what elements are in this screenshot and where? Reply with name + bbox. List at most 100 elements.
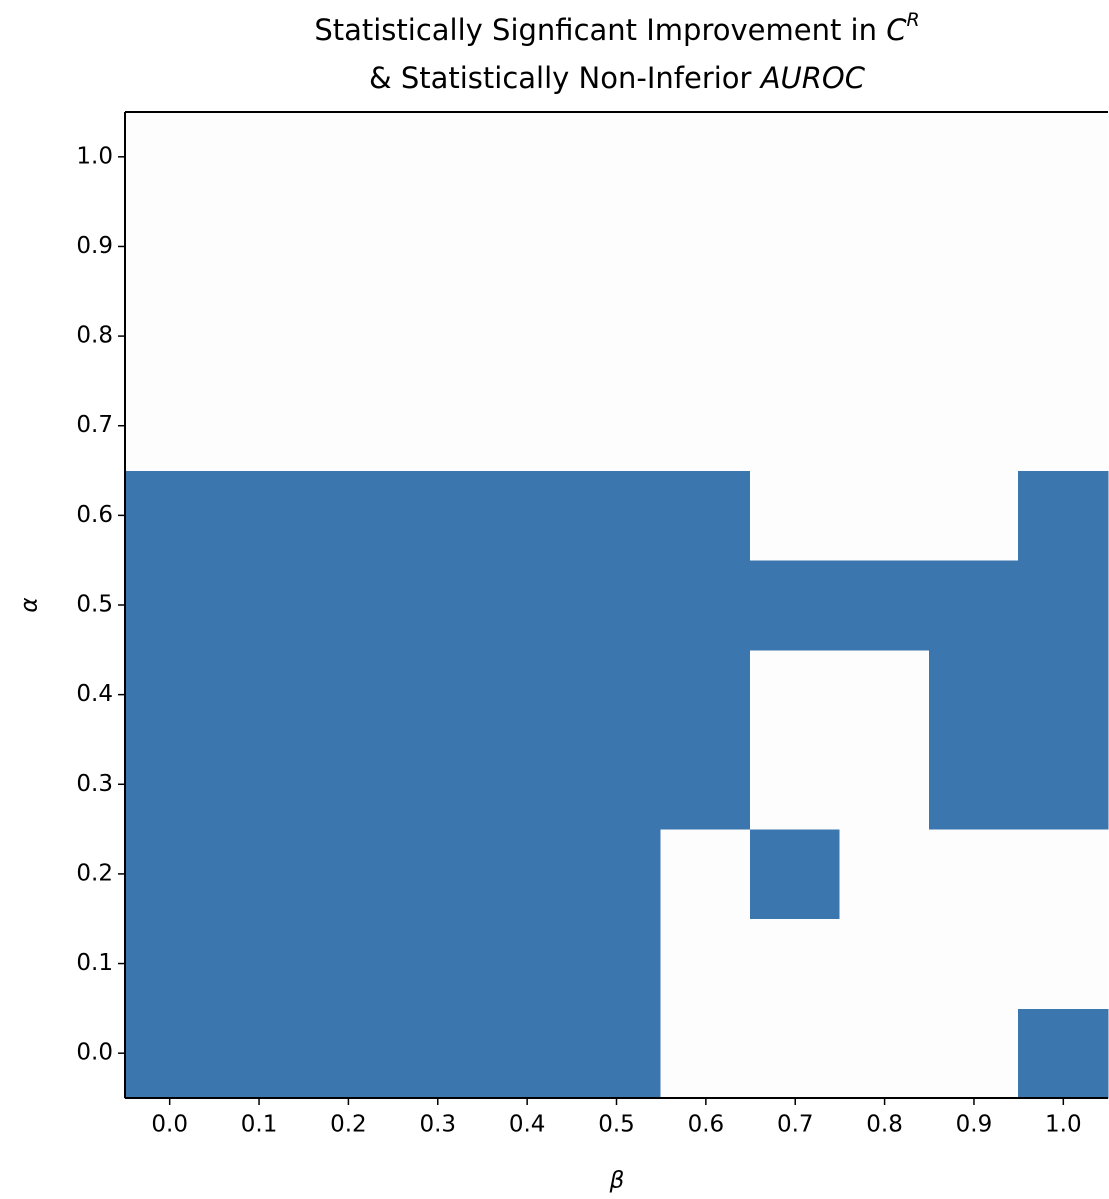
heatmap-cell: [750, 738, 841, 830]
heatmap-cell: [213, 828, 305, 920]
heatmap-cell: [392, 111, 483, 203]
heatmap-cell: [481, 380, 573, 472]
heatmap-cell: [1018, 828, 1109, 920]
heatmap-cell: [303, 828, 394, 920]
heatmap-cell: [928, 111, 1020, 203]
x-tick-label: 0.0: [151, 1112, 188, 1138]
heatmap-cell: [124, 380, 215, 472]
y-tick-label: 0.0: [76, 1040, 113, 1066]
heatmap-cell: [928, 649, 1020, 740]
heatmap-cell: [481, 559, 573, 651]
heatmap-cell: [124, 559, 215, 651]
y-axis-label: α: [17, 597, 43, 612]
heatmap-cell: [660, 559, 752, 651]
heatmap-cell: [928, 918, 1020, 1009]
title-part: C: [886, 13, 907, 47]
heatmap-cell: [660, 290, 752, 382]
heatmap-cell: [928, 738, 1020, 830]
x-axis-label: β: [609, 1168, 625, 1194]
heatmap-cell: [660, 649, 752, 740]
heatmap-cell: [481, 201, 573, 292]
heatmap-cell: [1018, 201, 1109, 292]
x-tick-label: 0.6: [688, 1112, 725, 1138]
heatmap-cell: [213, 738, 305, 830]
heatmap-cell: [928, 559, 1020, 651]
heatmap-cell: [392, 649, 483, 740]
heatmap-cell: [660, 380, 752, 472]
heatmap-cell: [213, 1007, 305, 1099]
heatmap-cell: [213, 470, 305, 561]
heatmap-cell: [392, 918, 483, 1009]
heatmap-cell: [571, 649, 662, 740]
heatmap-cell: [750, 649, 841, 740]
heatmap-cell: [750, 470, 841, 561]
heatmap-cell: [213, 918, 305, 1009]
heatmap-cell: [750, 828, 841, 920]
y-tick-label: 0.6: [76, 502, 113, 528]
heatmap-cell: [928, 201, 1020, 292]
heatmap-cell: [213, 380, 305, 472]
chart-title: & Statistically Non-Inferior AUROC: [369, 61, 866, 95]
y-tick-label: 0.5: [76, 592, 113, 618]
heatmap-cell: [571, 828, 662, 920]
heatmap-cell: [1018, 470, 1109, 561]
heatmap-cell: [839, 201, 930, 292]
heatmap-cell: [660, 470, 752, 561]
heatmap-cell: [303, 1007, 394, 1099]
heatmap-cell: [481, 918, 573, 1009]
title-part: AUROC: [759, 61, 866, 95]
heatmap-cell: [750, 380, 841, 472]
heatmap-cell: [839, 649, 930, 740]
x-tick-label: 0.4: [509, 1112, 546, 1138]
heatmap-cell: [392, 470, 483, 561]
heatmap-cell: [392, 201, 483, 292]
heatmap-cell: [660, 1007, 752, 1099]
heatmap-cell: [1018, 380, 1109, 472]
heatmap-cell: [481, 1007, 573, 1099]
x-tick-label: 0.1: [241, 1112, 278, 1138]
heatmap-cell: [392, 1007, 483, 1099]
heatmap-cell: [481, 111, 573, 203]
heatmap-cell: [303, 470, 394, 561]
heatmap-cell: [1018, 559, 1109, 651]
heatmap-cell: [839, 470, 930, 561]
heatmap-cell: [481, 738, 573, 830]
heatmap-cell: [303, 380, 394, 472]
heatmap-cell: [839, 828, 930, 920]
heatmap-cell: [660, 918, 752, 1009]
heatmap-cell: [571, 1007, 662, 1099]
heatmap-cell: [303, 918, 394, 1009]
x-tick-label: 0.9: [956, 1112, 993, 1138]
heatmap-cell: [124, 201, 215, 292]
heatmap-cell: [839, 290, 930, 382]
heatmap-cell: [124, 649, 215, 740]
heatmap-cell: [750, 290, 841, 382]
heatmap-cell: [928, 828, 1020, 920]
heatmap-cell: [392, 290, 483, 382]
chart-title: Statistically Signficant Improvement in …: [314, 9, 919, 48]
heatmap-cell: [303, 559, 394, 651]
heatmap-cell: [303, 290, 394, 382]
heatmap-cell: [1018, 1007, 1109, 1099]
heatmap-cell: [124, 290, 215, 382]
title-part: & Statistically Non-Inferior: [369, 61, 761, 95]
heatmap-cell: [1018, 290, 1109, 382]
heatmap-cell: [124, 918, 215, 1009]
heatmap-cell: [481, 828, 573, 920]
heatmap-cell: [660, 111, 752, 203]
heatmap-cell: [1018, 111, 1109, 203]
y-tick-label: 0.3: [76, 771, 113, 797]
y-tick-label: 0.9: [76, 233, 113, 259]
heatmap-cell: [213, 290, 305, 382]
heatmap-cell: [571, 201, 662, 292]
heatmap-cell: [481, 290, 573, 382]
heatmap-cell: [750, 918, 841, 1009]
heatmap-cells: [124, 111, 1109, 1099]
x-tick-label: 0.3: [419, 1112, 456, 1138]
heatmap-cell: [571, 290, 662, 382]
heatmap-cell: [750, 1007, 841, 1099]
x-tick-label: 0.7: [777, 1112, 814, 1138]
heatmap-cell: [213, 111, 305, 203]
heatmap-cell: [660, 201, 752, 292]
